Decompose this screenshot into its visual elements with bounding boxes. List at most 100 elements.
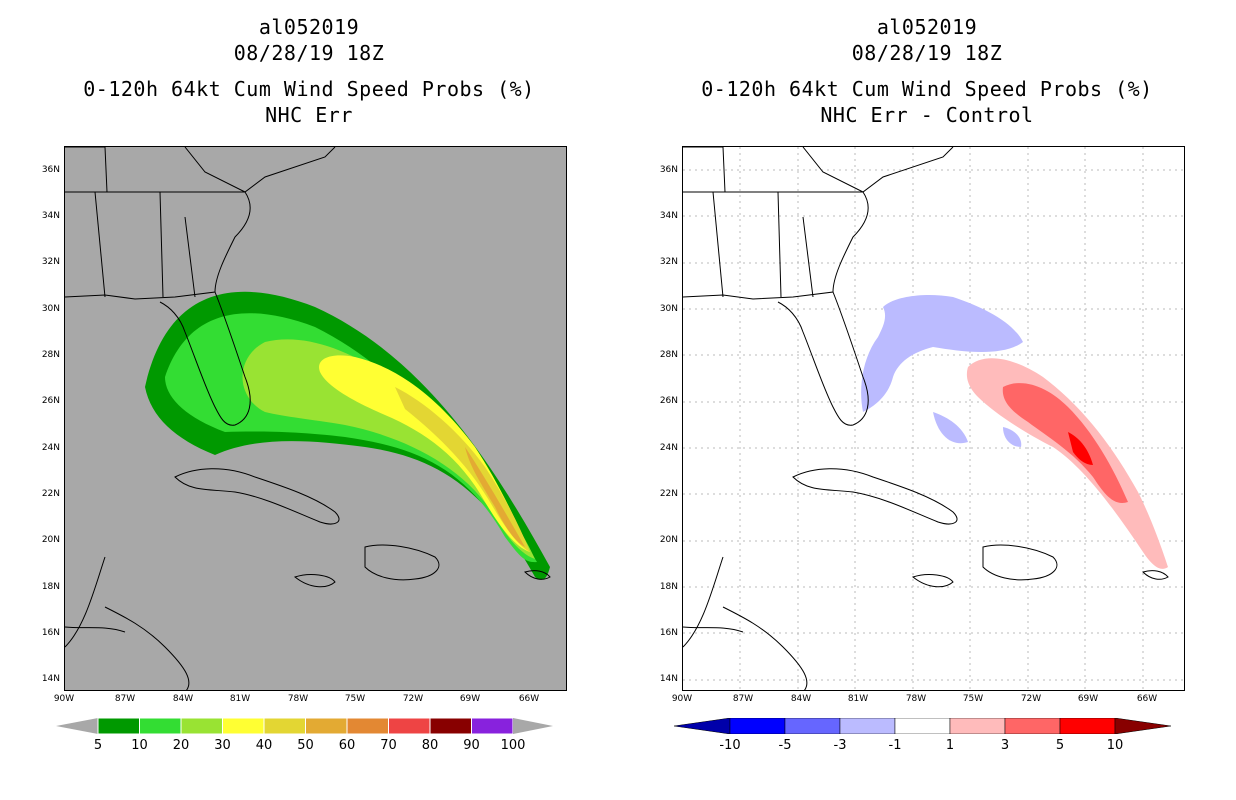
right-map[interactable] [682, 146, 1185, 691]
colorbar-cell [139, 718, 182, 734]
colorbar-label: 5 [1055, 738, 1065, 753]
colorbar-label: 10 [1106, 738, 1124, 753]
cbar-arrow-right [513, 718, 553, 734]
left-colorbar-cells [97, 718, 514, 734]
left-panel: al052019 08/28/19 18Z 0-120h 64kt Cum Wi… [0, 14, 618, 753]
lon-label: 81W [229, 694, 251, 704]
colorbar-label: 80 [421, 738, 439, 753]
diff-minus1-c [1003, 427, 1022, 447]
lon-label: 69W [459, 694, 481, 704]
colorbar-cell [471, 718, 514, 734]
lat-label: 22N [41, 489, 60, 499]
swath-40 [395, 387, 530, 552]
right-titles: al052019 08/28/19 18Z 0-120h 64kt Cum Wi… [618, 14, 1236, 128]
lat-label: 36N [41, 165, 60, 175]
colorbar-label: -5 [778, 738, 792, 753]
colorbar-label: 30 [214, 738, 231, 753]
colorbar-label: 50 [297, 738, 314, 753]
lat-label: 24N [659, 443, 678, 453]
colorbar-label: -3 [833, 738, 847, 753]
right-subtitle: NHC Err - Control [820, 103, 1034, 127]
left-datetime: 08/28/19 18Z [233, 41, 385, 65]
left-titles: al052019 08/28/19 18Z 0-120h 64kt Cum Wi… [0, 14, 618, 128]
right-datetime: 08/28/19 18Z [851, 41, 1003, 65]
lat-label: 14N [659, 674, 678, 684]
diff-minus1-b [933, 412, 968, 444]
colorbar-label: -1 [888, 738, 902, 753]
colorbar-label: 5 [93, 738, 103, 753]
lat-label: 28N [659, 350, 678, 360]
colorbar-cell [346, 718, 389, 734]
right-panel: al052019 08/28/19 18Z 0-120h 64kt Cum Wi… [618, 0, 1236, 800]
lat-label: 20N [41, 535, 60, 545]
colorbar-label: 70 [380, 738, 397, 753]
colorbar-cell [729, 718, 786, 734]
right-grid [683, 147, 1184, 690]
colorbar-cell [1059, 718, 1116, 734]
lat-label: 14N [41, 674, 60, 684]
lat-label: 16N [659, 628, 678, 638]
lon-label: 87W [114, 694, 136, 704]
lon-label: 75W [962, 694, 984, 704]
left-colorbar [56, 718, 553, 734]
right-colorbar [674, 718, 1172, 734]
lat-label: 34N [659, 211, 678, 221]
colorbar-cell [839, 718, 896, 734]
lat-label: 18N [41, 582, 60, 592]
lon-label: 75W [344, 694, 366, 704]
lon-label: 90W [671, 694, 693, 704]
lat-label: 32N [659, 257, 678, 267]
diff-plus1 [966, 358, 1168, 569]
right-product-title: 0-120h 64kt Cum Wind Speed Probs (%) [701, 77, 1153, 101]
colorbar-label: 10 [131, 738, 148, 753]
colorbar-label: 40 [255, 738, 273, 753]
lon-label: 66W [518, 694, 540, 704]
lon-label: 66W [1136, 694, 1158, 704]
colorbar-label: 20 [172, 738, 190, 753]
lat-label: 28N [41, 350, 60, 360]
lat-label: 22N [659, 489, 678, 499]
colorbar-cell [222, 718, 265, 734]
colorbar-label: 60 [338, 738, 356, 753]
colorbar-label: 1 [945, 738, 955, 753]
lon-label: 72W [402, 694, 424, 704]
colorbar-cell [305, 718, 348, 734]
diff-plus5 [1068, 432, 1093, 465]
lon-label: 90W [53, 694, 75, 704]
colorbar-cell [1114, 718, 1172, 734]
lat-label: 26N [41, 396, 60, 406]
colorbar-cell [97, 718, 140, 734]
colorbar-cell [180, 718, 223, 734]
lon-label: 87W [732, 694, 754, 704]
colorbar-cell [894, 718, 951, 734]
colorbar-cell [784, 718, 841, 734]
lon-label: 84W [172, 694, 194, 704]
diff-plus3 [1002, 383, 1128, 503]
lat-label: 16N [41, 628, 60, 638]
left-storm-id: al052019 [258, 15, 360, 39]
left-map[interactable] [64, 146, 567, 691]
colorbar-label: 3 [1000, 738, 1010, 753]
lat-label: 20N [659, 535, 678, 545]
colorbar-cell [388, 718, 431, 734]
lon-label: 81W [847, 694, 869, 704]
swath-50 [465, 447, 525, 547]
lon-label: 78W [905, 694, 927, 704]
colorbar-cell [674, 718, 731, 734]
swath-30 [319, 355, 530, 552]
colorbar-cell [1004, 718, 1061, 734]
right-storm-id: al052019 [876, 15, 978, 39]
left-subtitle: NHC Err [265, 103, 353, 127]
lon-label: 84W [790, 694, 812, 704]
lat-label: 32N [41, 257, 60, 267]
lon-label: 69W [1077, 694, 1099, 704]
lat-label: 30N [659, 304, 678, 314]
lon-label: 78W [287, 694, 309, 704]
left-product-title: 0-120h 64kt Cum Wind Speed Probs (%) [83, 77, 535, 101]
right-map-svg [683, 147, 1184, 690]
colorbar-label: -10 [719, 738, 741, 753]
left-coastlines [65, 147, 551, 690]
colorbar-cell [429, 718, 472, 734]
lat-label: 34N [41, 211, 60, 221]
lat-label: 36N [659, 165, 678, 175]
